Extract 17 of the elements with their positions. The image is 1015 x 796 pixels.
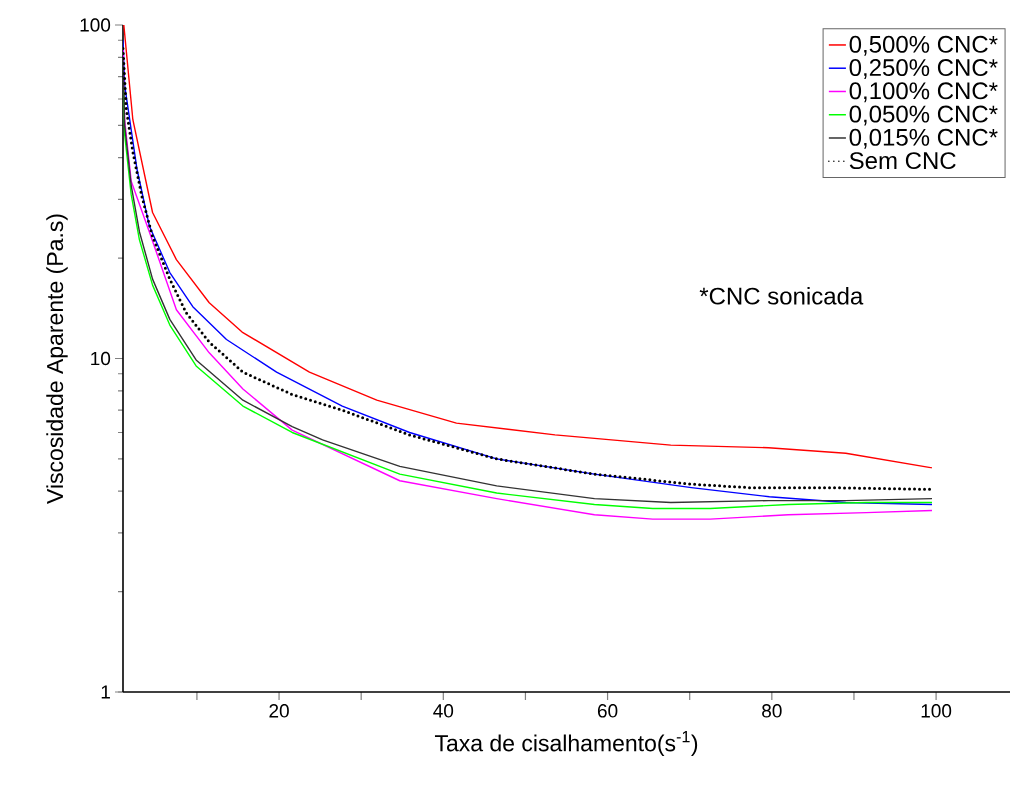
x-tick-label: 60 [597,704,618,718]
legend-label: 0,500% CNC* [849,35,998,56]
x-tick-label: 20 [269,704,289,718]
legend-label: Sem CNC [849,152,956,170]
legend-label: 0,015% CNC* [849,128,998,149]
legend-label: 0,250% CNC* [849,59,998,79]
x-tick-label: 40 [433,704,454,718]
legend-label: 0,100% CNC* [849,82,998,103]
y-tick-label: 10 [91,351,111,366]
x-tick-label: 100 [921,704,952,718]
legend-label: 0,050% CNC* [849,105,998,126]
y-tick-label: 1 [101,685,110,699]
x-axis-title: Taxa de cisalhamento(s$^{-1}$) [434,731,698,756]
x-tick-label: 80 [762,704,782,718]
y-tick-label: 100 [80,18,111,32]
y-axis-title: Viscosidade Aparente (Pa.s) [46,214,68,504]
annotation: *CNC sonicada [699,286,864,305]
